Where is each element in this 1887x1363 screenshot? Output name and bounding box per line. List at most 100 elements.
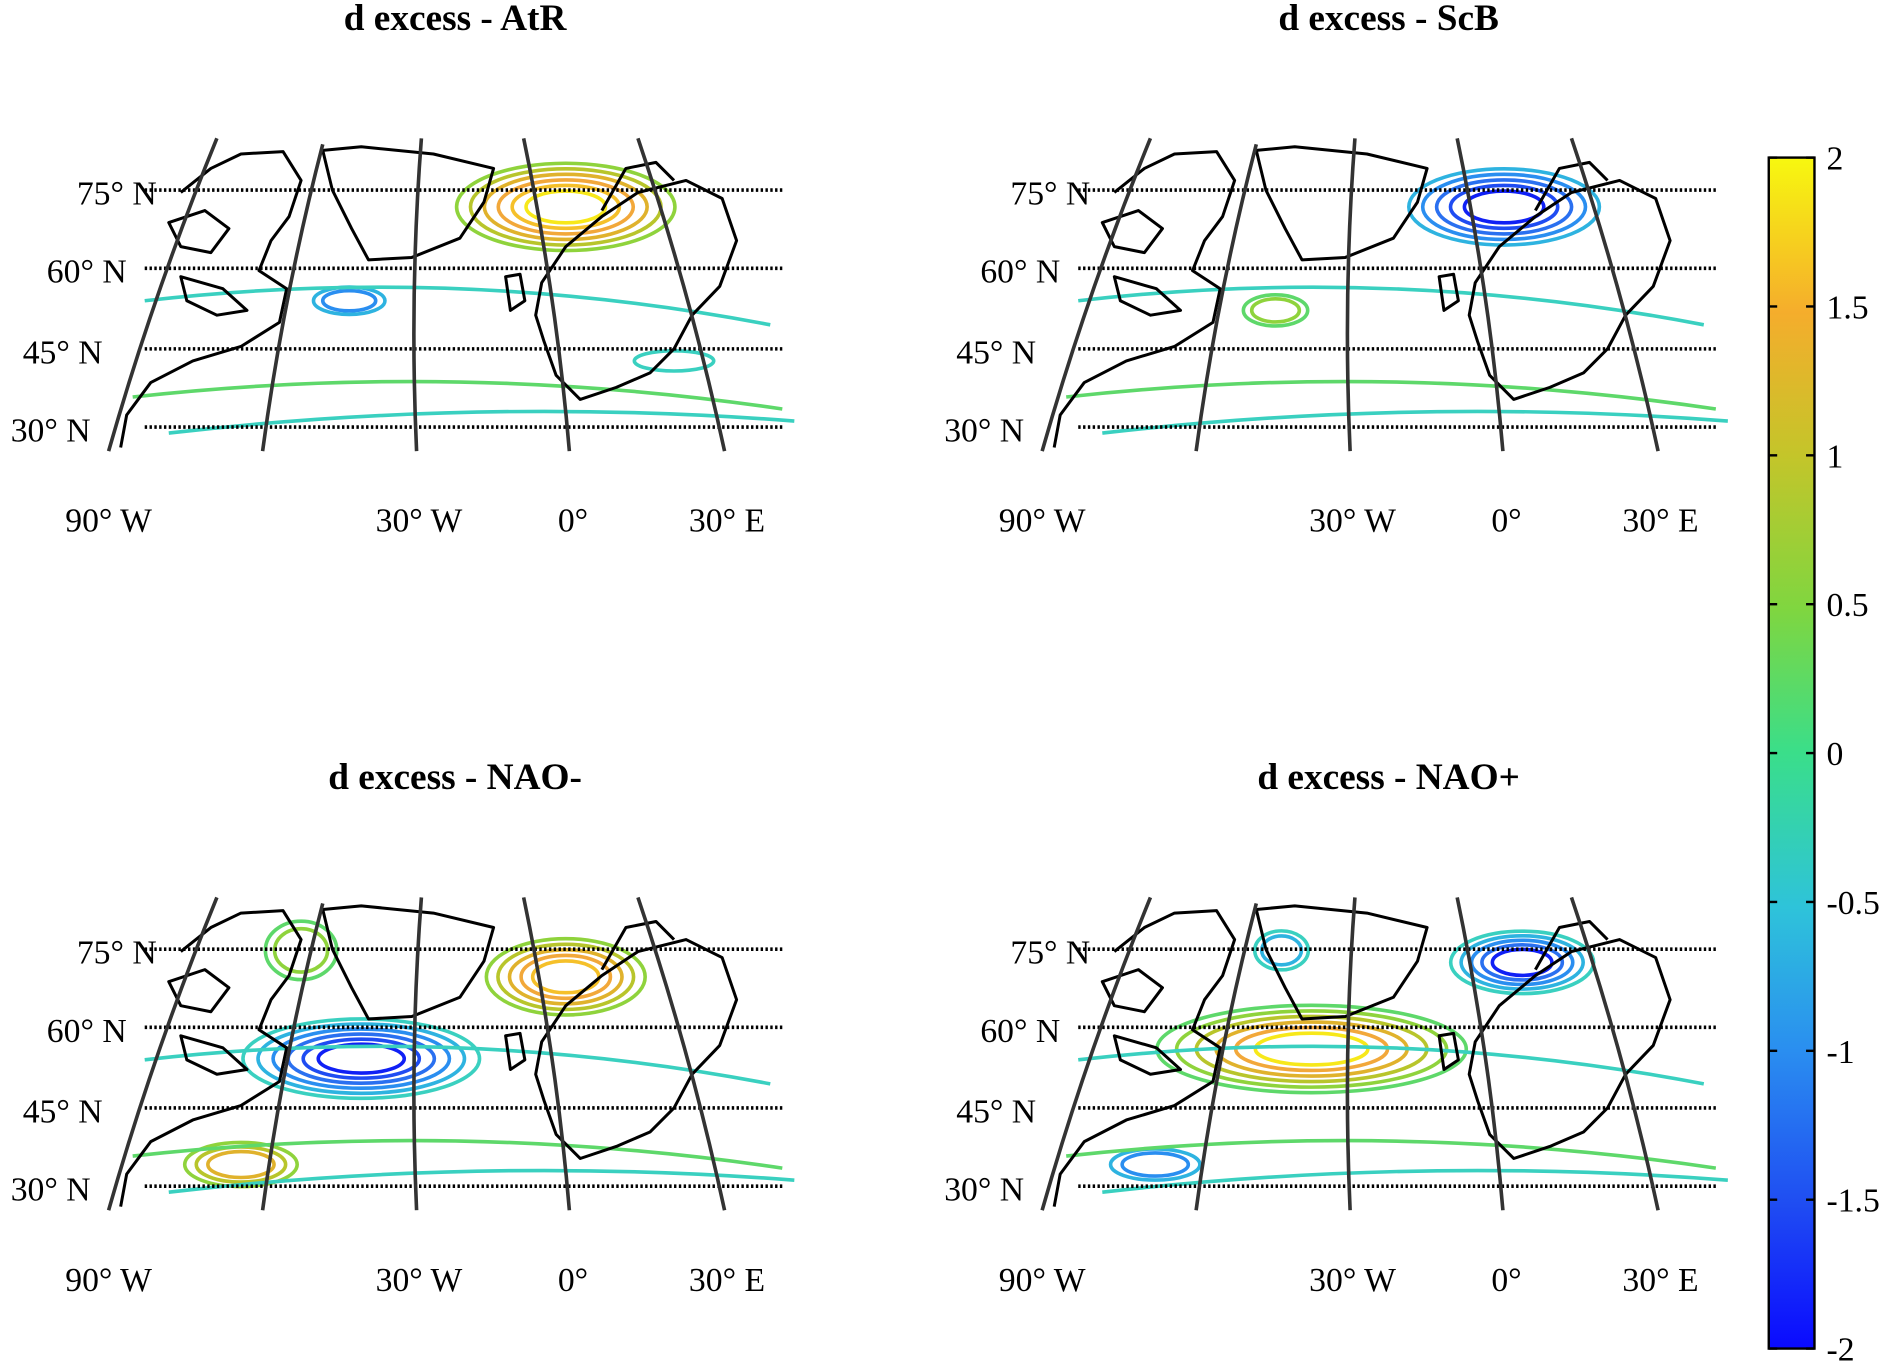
contour-line [454,161,677,253]
longitude-label: 90° W [999,1262,1086,1299]
panel-title: d excess - NAO- [328,757,582,798]
longitude-label: 0° [558,503,588,540]
latitude-label: 75° N [1010,176,1090,213]
contour-line [1078,1044,1705,1086]
map-panel: d excess - AtR 75° N 60° N 45° N 30° N 90° W 3… [11,0,795,540]
contour-line [1252,929,1311,972]
longitude-label: 0° [1491,503,1521,540]
longitude-label: 30° E [1622,503,1698,540]
contour-line [1407,167,1602,247]
contour-line [1253,1031,1370,1067]
contour-line [1120,1151,1191,1178]
meridian [1345,897,1357,1211]
meridian [521,897,572,1211]
latitude-label: 75° N [77,935,157,972]
meridian [1455,897,1505,1211]
latitude-label: 30° N [944,1172,1024,1209]
meridian [412,897,424,1211]
latitude-label: 60° N [980,1013,1060,1050]
colorbar-tick-label: 0.5 [1827,587,1869,624]
latitude-label: 45° N [956,334,1036,371]
panel-title: d excess - NAO+ [1257,757,1519,798]
colorbar: 2 1.5 1 0.5 0 -0.5 -1 -1.5 -2 [1767,141,1880,1363]
contour-line [519,953,613,1001]
meridian [1040,896,1153,1211]
contour-line [1459,933,1585,991]
meridian [106,137,219,452]
longitude-label: 30° W [1309,1262,1396,1299]
contour-line [1249,297,1302,324]
meridian [1569,896,1660,1211]
latitude-label: 75° N [77,176,157,213]
latitude-label: 75° N [1010,935,1090,972]
contour-line [1480,943,1565,982]
latitude-label: 30° N [944,413,1024,450]
longitude-label: 30° W [376,503,463,540]
meridian [1194,903,1259,1211]
contour-line [256,1022,467,1096]
colorbar-tick-label: 1.5 [1827,289,1869,326]
meridian [1455,137,1505,452]
colorbar-tick-label: 1 [1827,438,1844,475]
contour-line [482,172,649,242]
contour-line [301,1037,422,1080]
contour-line [316,1042,407,1075]
contour-line [510,183,622,231]
meridian [636,137,727,452]
contour-line [168,409,795,435]
contour-line [1066,379,1717,411]
contours [1066,929,1728,1194]
meridian [1040,137,1153,452]
contour-line [1066,1138,1717,1170]
colorbar-tick-label: -2 [1827,1332,1855,1363]
contour-line [320,288,378,313]
colorbar-tick-label: -1 [1827,1034,1855,1071]
meridian [106,896,219,1211]
contour-line [206,1149,276,1180]
contour-line [496,942,636,1012]
panel-title: d excess - ScB [1278,0,1499,39]
latitude-label: 45° N [23,334,103,371]
longitude-label: 30° E [689,1262,765,1299]
contour-line [144,285,771,327]
panel-title: d excess - AtR [344,0,568,39]
contour-line [132,1138,783,1170]
contours [1066,167,1728,435]
longitude-label: 90° W [999,503,1086,540]
contour-line [1241,292,1310,328]
contour-line [1434,178,1574,236]
meridian [260,903,325,1211]
colorbar-tick-label: 0 [1827,736,1844,773]
longitude-label: 0° [1491,1262,1521,1299]
contour-line [1102,1168,1728,1194]
contour-line [1102,409,1728,435]
contour-line [496,178,636,236]
contour-line [241,1017,482,1101]
contour-line [144,1044,771,1086]
colorbar-tick-label: -1.5 [1827,1183,1880,1220]
contour-line [168,1168,795,1194]
latitude-label: 45° N [956,1093,1036,1130]
meridian [412,138,424,452]
longitude-label: 0° [558,1262,588,1299]
map-panel: d excess - NAO+ 75° N 60° N 45° N 30° N 90° W… [944,757,1728,1299]
longitude-label: 90° W [65,503,152,540]
contour-line [1420,172,1588,242]
contour-line [132,379,783,411]
longitude-label: 30° E [689,503,765,540]
contours [132,161,795,435]
map-panel: d excess - ScB 75° N 60° N 45° N 30° N 90° W 3… [944,0,1728,540]
contour-line [484,936,647,1017]
meridian [1194,143,1259,452]
meridian [1569,137,1660,452]
contour-line [1078,285,1705,327]
longitude-label: 30° E [1622,1262,1698,1299]
colorbar-tick-label: -0.5 [1827,885,1880,922]
meridian [636,896,727,1211]
meridian [260,143,325,452]
longitude-label: 30° W [376,1262,463,1299]
map-panel: d excess - NAO- 75° N 60° N 45° N 30° N 90° W… [11,757,795,1299]
longitude-label: 30° W [1309,503,1396,540]
